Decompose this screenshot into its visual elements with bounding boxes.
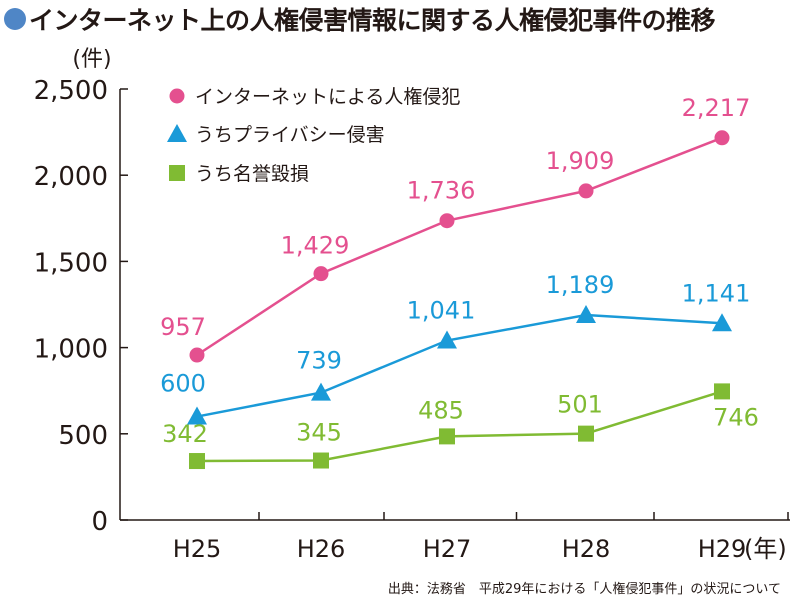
data-point-privacy [576,305,596,324]
y-tick-label: 2,500 [34,76,108,106]
data-point-defamation [714,383,730,400]
x-tick-label: H28 [562,535,611,563]
data-label-defamation: 345 [296,419,342,447]
x-tick-label: H29 [698,535,747,563]
data-point-internet [439,213,455,229]
title-row: インターネット上の人権侵害情報に関する人権侵犯事件の推移 [4,2,716,36]
data-label-defamation: 501 [557,391,603,419]
data-label-privacy: 1,141 [682,279,751,307]
legend-marker-defamation [169,165,185,181]
x-axis-unit-label: (年) [744,535,787,563]
x-tick-label: H27 [423,535,472,563]
data-point-defamation [313,452,329,469]
data-point-privacy [187,406,207,425]
data-label-privacy: 739 [296,347,342,375]
x-tick-label: H26 [297,535,346,563]
data-point-internet [189,347,205,363]
data-point-defamation [439,428,455,445]
y-tick-label: 500 [58,421,108,451]
data-point-internet [714,130,730,146]
legend-label-internet: インターネットによる人権侵犯 [195,86,460,108]
data-label-defamation: 746 [713,403,759,431]
y-tick-label: 2,000 [34,162,108,192]
data-label-internet: 1,909 [546,147,615,175]
data-point-privacy [437,330,457,349]
data-point-privacy [712,313,732,332]
data-label-internet: 957 [160,313,206,341]
data-point-defamation [189,453,205,470]
data-label-privacy: 1,189 [546,271,615,299]
data-label-privacy: 1,041 [407,297,476,325]
data-label-privacy: 600 [160,370,206,398]
legend-label-defamation: うち名誉毀損 [195,163,309,185]
y-tick-label: 1,500 [34,248,108,278]
legend-marker-internet [169,88,185,104]
data-point-privacy [311,382,331,401]
y-tick-label: 1,000 [34,335,108,365]
source-note: 出典：法務省 平成29年における「人権侵犯事件」の状況について [387,582,781,597]
y-tick-label: 0 [91,507,108,537]
data-label-internet: 1,429 [281,232,350,260]
title-bullet-icon [4,8,26,30]
x-tick-label: H25 [173,535,222,563]
data-label-defamation: 485 [418,396,464,424]
data-label-internet: 2,217 [682,94,751,122]
legend-marker-privacy [167,124,187,142]
data-point-internet [313,266,329,282]
data-point-defamation [578,425,594,442]
y-axis-unit-label: (件) [72,47,111,72]
data-point-internet [578,183,594,199]
data-label-internet: 1,736 [407,177,476,205]
data-label-defamation: 342 [162,420,208,448]
legend-label-privacy: うちプライバシー侵害 [195,124,385,146]
chart-title: インターネット上の人権侵害情報に関する人権侵犯事件の推移 [29,6,716,35]
